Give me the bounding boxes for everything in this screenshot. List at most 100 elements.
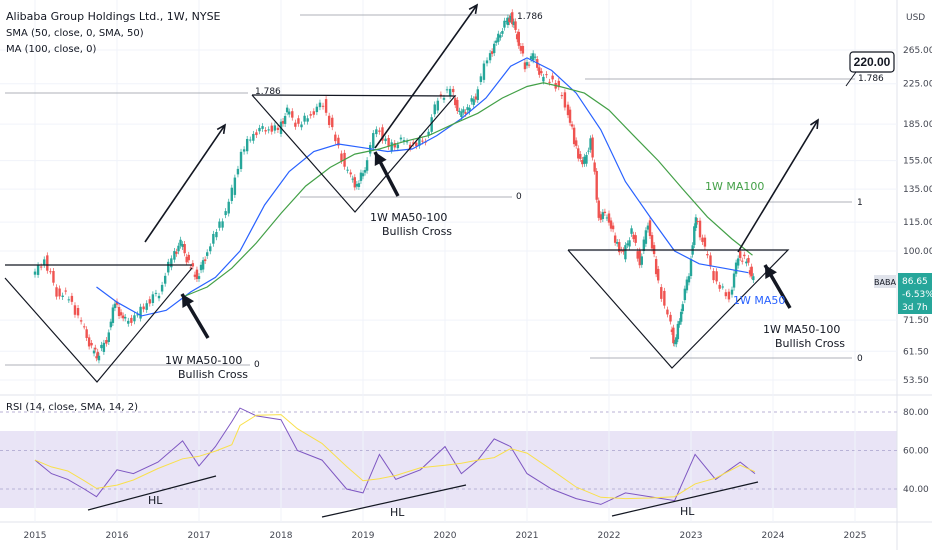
fib-label-0-a: 0 xyxy=(254,360,260,370)
candle-body xyxy=(476,89,479,101)
candle-body xyxy=(601,212,605,220)
price-tick-label: 53.50 xyxy=(903,376,929,386)
candle-body xyxy=(672,327,675,344)
candle-body xyxy=(521,45,525,54)
candle-body xyxy=(357,183,361,188)
candle-body xyxy=(745,261,748,264)
candle-body xyxy=(346,169,349,171)
candle-body xyxy=(527,64,531,66)
candle-body xyxy=(233,177,237,195)
candle-body xyxy=(666,309,669,315)
candle-body xyxy=(618,242,621,253)
projection-arrow-2-head xyxy=(468,3,479,15)
candle-body xyxy=(534,56,537,58)
candle-body xyxy=(452,88,455,93)
candle-body xyxy=(607,213,611,223)
candle-body xyxy=(622,250,625,252)
ma-legend[interactable]: MA (100, close, 0) xyxy=(6,44,97,55)
rsi-tick-label: 60.00 xyxy=(903,447,929,457)
candle-body xyxy=(490,51,494,54)
candle-body xyxy=(365,160,369,171)
rsi-tick-label: 80.00 xyxy=(903,408,929,418)
candle-body xyxy=(721,286,724,288)
candle-body xyxy=(133,315,136,322)
candle-body xyxy=(509,15,513,20)
candle-body xyxy=(249,139,252,141)
candle-body xyxy=(436,100,440,111)
candle-body xyxy=(115,301,119,305)
hl-label-3: HL xyxy=(680,505,695,518)
rsi-legend[interactable]: RSI (14, close, SMA, 14, 2) xyxy=(6,402,139,413)
candle-body xyxy=(390,142,393,151)
last-price-countdown: 3d 7h xyxy=(902,303,928,313)
candle-body xyxy=(640,256,643,265)
candle-body xyxy=(730,289,734,295)
candle-body xyxy=(474,96,477,100)
candle-body xyxy=(206,252,209,256)
candle-body xyxy=(281,121,285,124)
candle-body xyxy=(353,177,356,188)
candle-body xyxy=(381,127,384,141)
candle-body xyxy=(462,109,465,113)
target-label: 220.00 xyxy=(854,55,891,69)
hl-line-2 xyxy=(321,484,467,518)
candle-body xyxy=(715,271,718,282)
projection-arrow-3 xyxy=(737,119,819,253)
candle-body xyxy=(36,265,40,275)
candle-body xyxy=(43,259,46,265)
candle-body xyxy=(70,295,74,302)
price-tick-label: 61.50 xyxy=(903,347,929,357)
target-pointer xyxy=(845,71,857,87)
candle-body xyxy=(201,260,205,270)
candle-body xyxy=(154,292,158,294)
candle-body xyxy=(678,321,681,325)
candle-body xyxy=(230,187,233,201)
candle-body xyxy=(439,94,443,96)
candle-body xyxy=(199,264,203,271)
candle-body xyxy=(679,311,683,322)
hl-label-2: HL xyxy=(390,506,405,519)
target-box xyxy=(849,51,895,73)
candle-body xyxy=(402,140,406,142)
candle-body xyxy=(497,33,500,42)
candle-body xyxy=(525,62,529,66)
candle-body xyxy=(495,40,498,43)
candle-body xyxy=(49,271,52,273)
cross-3-line-2: Bullish Cross xyxy=(775,337,845,350)
candle-body xyxy=(175,251,178,254)
candle-body xyxy=(405,141,409,143)
sma-legend[interactable]: SMA (50, close, 0, SMA, 50) xyxy=(6,28,144,39)
time-tick-label: 2020 xyxy=(434,531,457,541)
candle-body xyxy=(616,242,619,244)
last-price-badge xyxy=(898,273,932,314)
candle-body xyxy=(372,133,375,149)
candle-body xyxy=(139,306,142,319)
candle-body xyxy=(464,112,467,114)
candle-body xyxy=(187,254,190,261)
candle-body xyxy=(599,214,602,220)
candle-body xyxy=(105,340,108,344)
candle-body xyxy=(179,239,182,246)
candle-body xyxy=(732,273,736,288)
candle-body xyxy=(706,253,709,256)
candle-body xyxy=(58,288,61,297)
rsi-band xyxy=(0,431,897,508)
hl-line-3 xyxy=(611,481,759,517)
fib-levels xyxy=(5,14,855,366)
candle-body xyxy=(454,98,457,106)
candle-body xyxy=(197,276,201,279)
candle-body xyxy=(466,107,469,110)
candle-body xyxy=(709,255,712,267)
time-tick-label: 2022 xyxy=(598,531,621,541)
candle-body xyxy=(445,89,449,91)
candle-body xyxy=(685,279,689,291)
candle-body xyxy=(470,98,473,102)
price-tick-label: 115.00 xyxy=(903,218,932,228)
price-tick-label: 225.00 xyxy=(903,80,932,90)
candle-body xyxy=(303,115,306,122)
candle-body xyxy=(109,321,113,328)
ma100-line xyxy=(182,82,753,298)
candle-body xyxy=(736,258,740,266)
candle-body xyxy=(670,329,674,333)
